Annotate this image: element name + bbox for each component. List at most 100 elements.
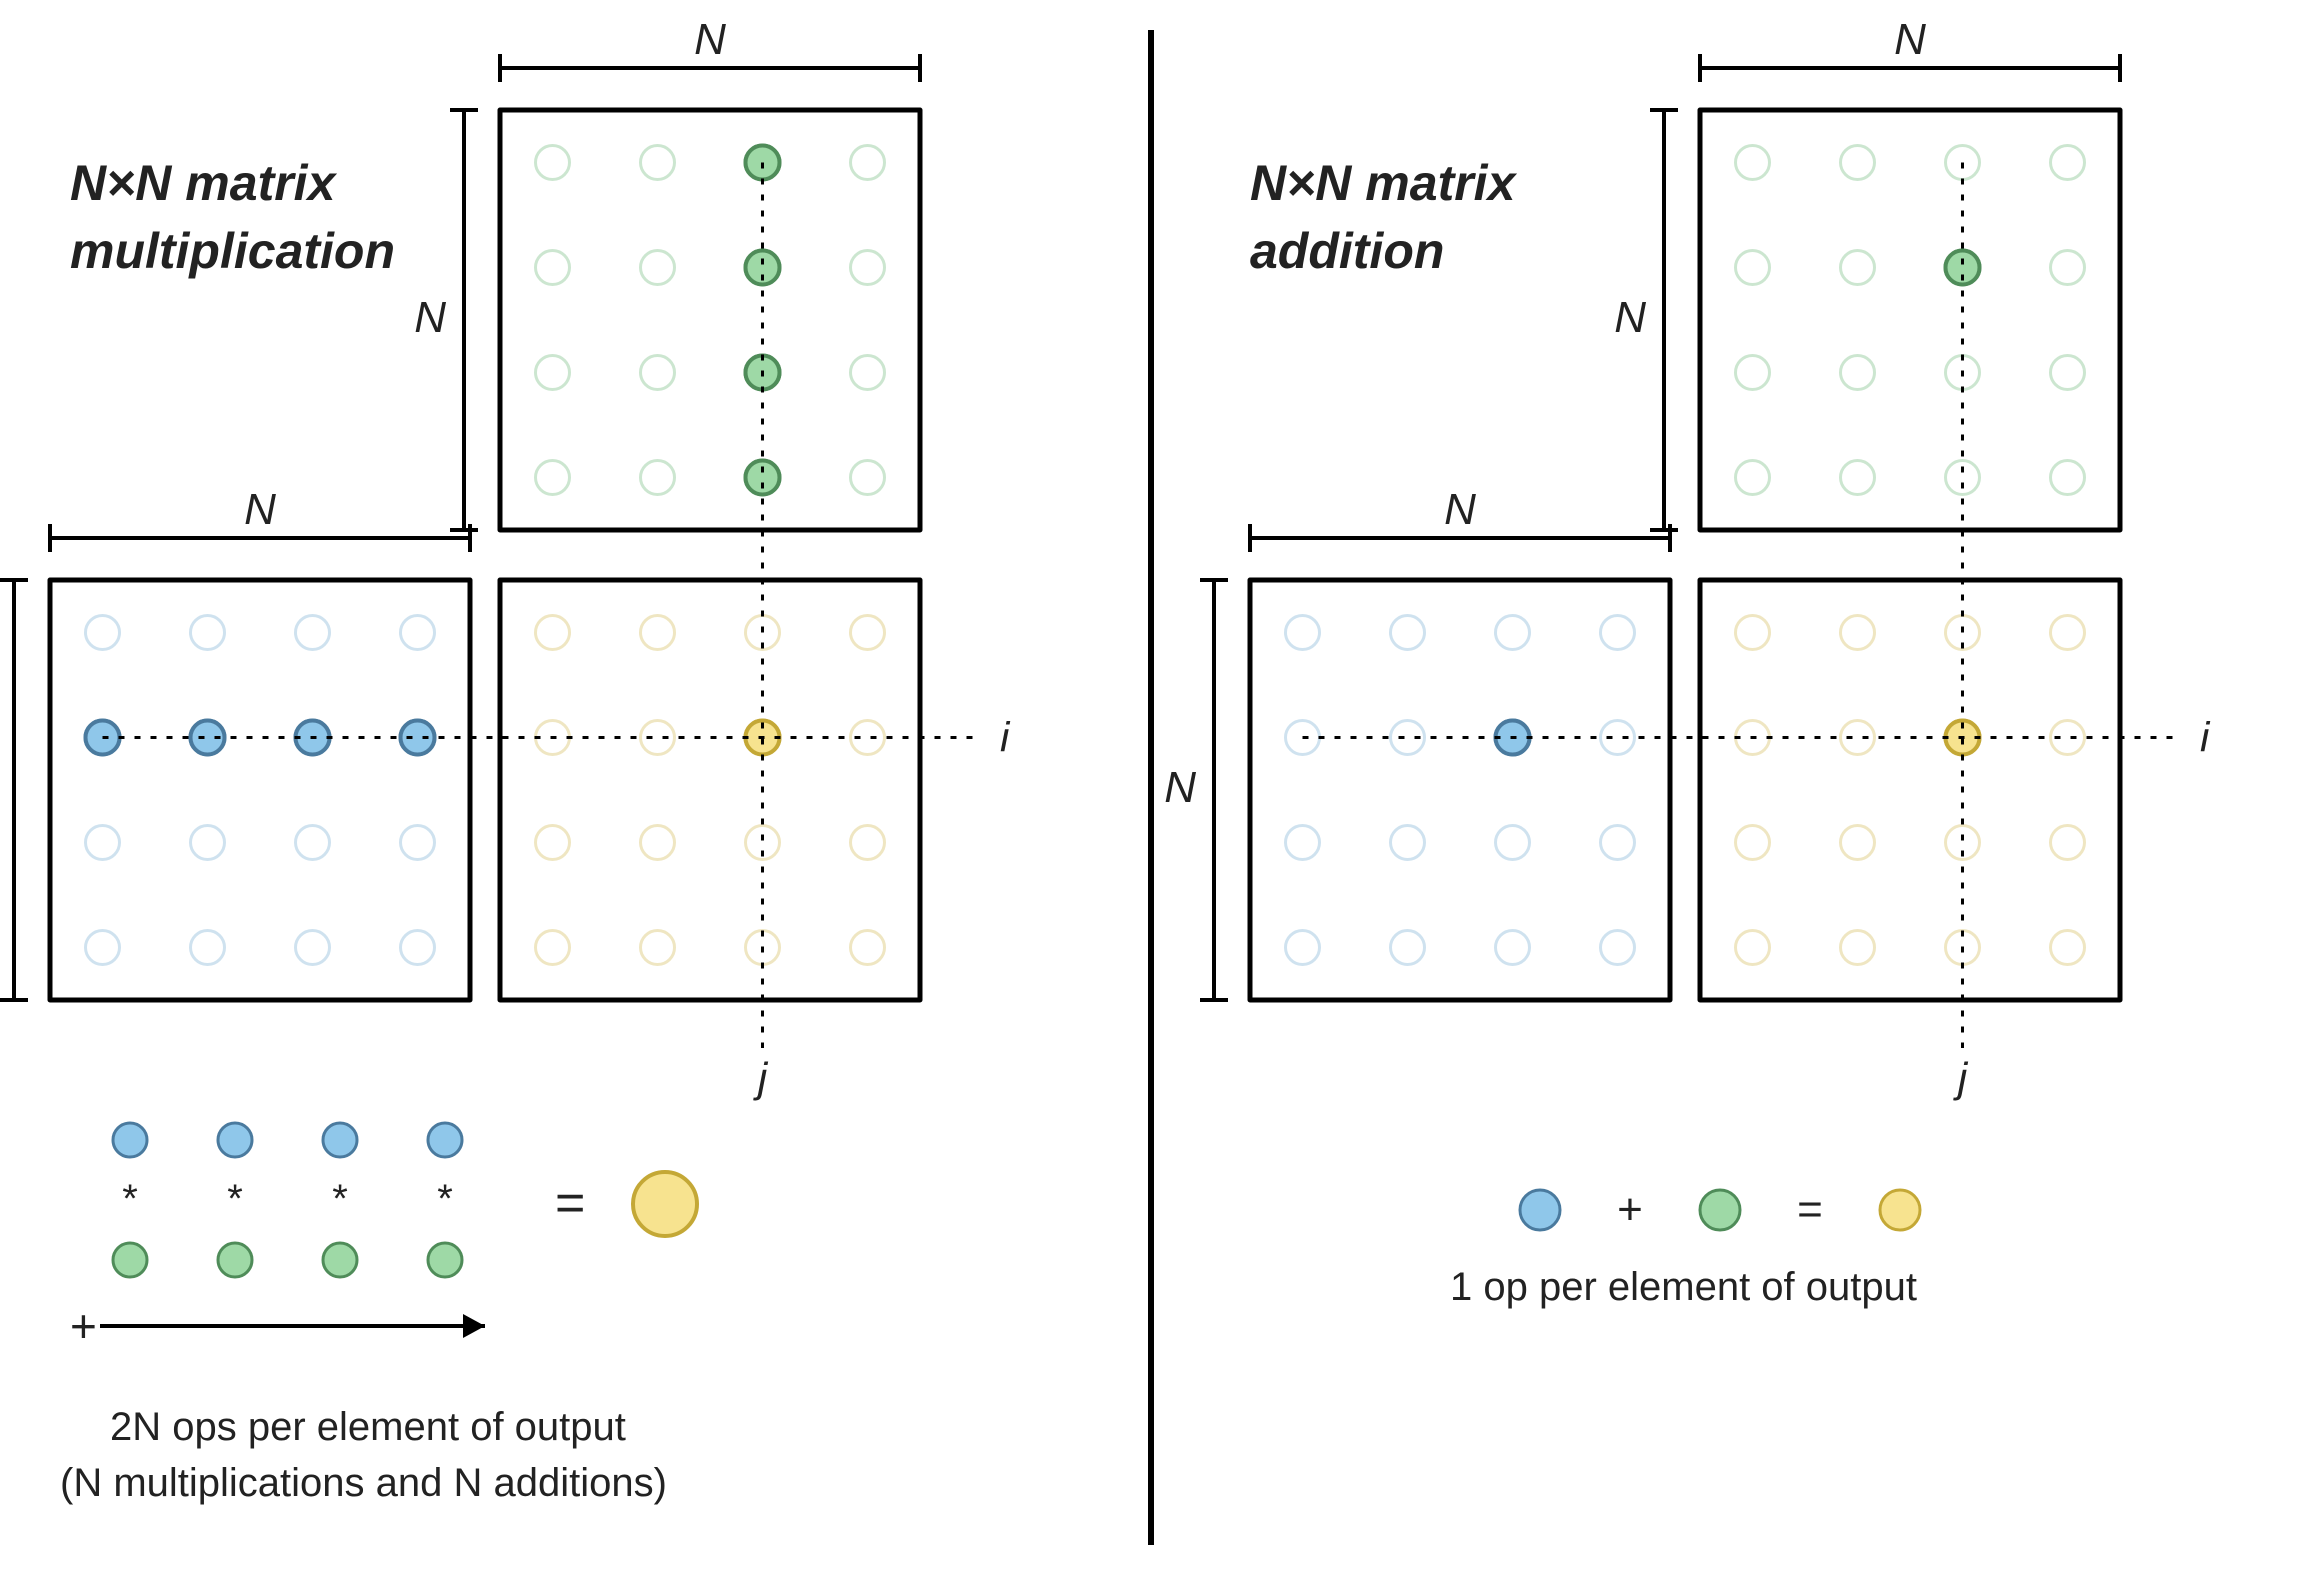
matrix-dot-faint <box>851 826 885 860</box>
matrix-dot-faint <box>536 146 570 180</box>
matrix-dot-faint <box>2051 251 2085 285</box>
right-eq-blue <box>1520 1190 1560 1230</box>
matrix-dot-faint <box>401 826 435 860</box>
left-b-dim-v-label: N <box>414 293 446 342</box>
right-a-dim-h-label: N <box>1444 485 1476 534</box>
matrix-dot-faint <box>2051 616 2085 650</box>
matrix-dot-faint <box>86 826 120 860</box>
eq-green-dot <box>218 1243 252 1277</box>
matrix-dot-faint <box>191 931 225 965</box>
matrix-dot-faint <box>1946 461 1980 495</box>
matrix-dot-faint <box>401 931 435 965</box>
matrix-dot-faint <box>1841 461 1875 495</box>
matrix-dot-faint <box>641 251 675 285</box>
left-matrix-c <box>500 580 920 1000</box>
matrix-dot-faint <box>641 356 675 390</box>
eq-star: * <box>332 1177 348 1221</box>
matrix-box <box>1700 580 2120 1000</box>
right-title-l1: N×N matrix <box>1250 155 1518 211</box>
left-panel <box>50 110 920 1338</box>
matrix-dot-faint <box>641 931 675 965</box>
matrix-dot-faint <box>86 931 120 965</box>
matrix-dot-faint <box>1736 931 1770 965</box>
eq-green-dot <box>323 1243 357 1277</box>
matrix-dot-faint <box>2051 356 2085 390</box>
matrix-dot-faint <box>536 616 570 650</box>
matrix-dot-faint <box>641 616 675 650</box>
eq-green-dot <box>113 1243 147 1277</box>
right-matrix-b <box>1700 110 2120 530</box>
matrix-dot-faint <box>191 616 225 650</box>
matrix-dot-faint <box>296 616 330 650</box>
matrix-dot-faint <box>851 616 885 650</box>
matrix-dot-faint <box>1736 461 1770 495</box>
right-a-dim-v-label: N <box>1164 763 1196 812</box>
matrix-dot-faint <box>1391 931 1425 965</box>
matrix-dot-faint <box>1841 721 1875 755</box>
matrix-dot-faint <box>401 616 435 650</box>
matrix-dot-faint <box>536 931 570 965</box>
eq-star: * <box>122 1177 138 1221</box>
matrix-dot-faint <box>1736 251 1770 285</box>
matrix-dot-hi <box>746 461 780 495</box>
eq-star: * <box>437 1177 453 1221</box>
matrix-dot-faint <box>1286 826 1320 860</box>
eq-blue-dot <box>323 1123 357 1157</box>
matrix-dot-faint <box>1841 356 1875 390</box>
right-idx-j: j <box>1953 1054 1969 1101</box>
matrix-dot-faint <box>851 461 885 495</box>
left-a-dim-h-label: N <box>244 485 276 534</box>
matrix-dot-faint <box>2051 461 2085 495</box>
matrix-dot-faint <box>296 931 330 965</box>
eq-result-dot <box>633 1172 697 1236</box>
matrix-dot-faint <box>1496 931 1530 965</box>
matrix-box <box>1250 580 1670 1000</box>
matrix-dot-faint <box>1391 616 1425 650</box>
matrix-dot-faint <box>1841 826 1875 860</box>
matrix-dot-faint <box>1736 146 1770 180</box>
matrix-dot-faint <box>851 356 885 390</box>
matrix-dot-faint <box>536 461 570 495</box>
eq-equals: = <box>555 1174 585 1232</box>
matrix-dot-faint <box>641 461 675 495</box>
matrix-dot-faint <box>536 356 570 390</box>
right-eq-green <box>1700 1190 1740 1230</box>
right-eq-equals: = <box>1797 1185 1823 1234</box>
matrix-dot-faint <box>1841 146 1875 180</box>
eq-blue-dot <box>113 1123 147 1157</box>
matrix-dot-hi <box>401 721 435 755</box>
matrix-dot-faint <box>2051 826 2085 860</box>
matrix-dot-faint <box>1286 616 1320 650</box>
left-idx-i: i <box>1000 714 1011 761</box>
matrix-dot-faint <box>2051 931 2085 965</box>
matrix-dot-faint <box>851 931 885 965</box>
right-caption: 1 op per element of output <box>1450 1265 1917 1309</box>
right-idx-i: i <box>2200 714 2211 761</box>
left-title-l2: multiplication <box>70 223 395 279</box>
right-title-l2: addition <box>1250 223 1444 279</box>
left-caption-l1: 2N ops per element of output <box>110 1405 626 1449</box>
eq-blue-dot <box>218 1123 252 1157</box>
left-title-l1: N×N matrix <box>70 155 338 211</box>
matrix-dot-faint <box>1601 931 1635 965</box>
eq-star: * <box>227 1177 243 1221</box>
matrix-dot-faint <box>1736 616 1770 650</box>
matrix-dot-faint <box>536 826 570 860</box>
matrix-dot-faint <box>1736 356 1770 390</box>
left-b-dim-h-label: N <box>694 15 726 64</box>
right-matrix-c <box>1700 580 2120 1000</box>
eq-green-dot <box>428 1243 462 1277</box>
matrix-dot-faint <box>641 721 675 755</box>
matrix-dot-faint <box>1736 826 1770 860</box>
matrix-dot-faint <box>851 251 885 285</box>
matrix-box <box>500 110 920 530</box>
eq-plus: + <box>70 1300 97 1352</box>
right-matrix-a <box>1250 580 1670 1000</box>
matrix-dot-faint <box>641 826 675 860</box>
matrix-dot-faint <box>1496 616 1530 650</box>
matrix-dot-faint <box>1841 251 1875 285</box>
matrix-dot-faint <box>641 146 675 180</box>
matrix-box <box>50 580 470 1000</box>
matrix-dot-faint <box>1391 826 1425 860</box>
left-caption-l2: (N multiplications and N additions) <box>60 1461 667 1505</box>
